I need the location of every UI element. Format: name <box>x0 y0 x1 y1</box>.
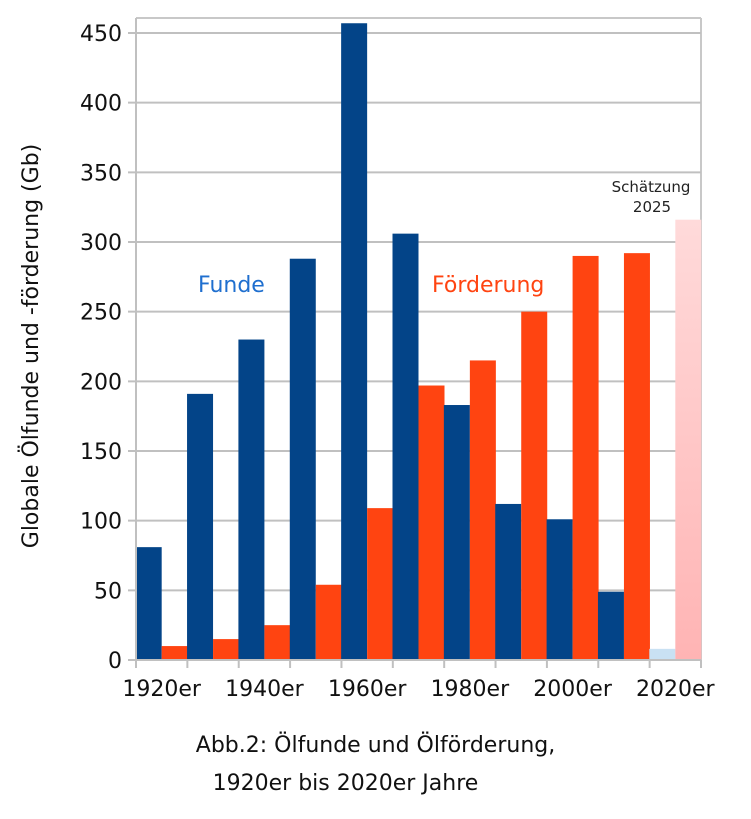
bar-foerderung-1950er <box>315 584 342 660</box>
figure-caption-title: Abb.2: Ölfunde und Ölförderung, <box>195 733 556 758</box>
bar-funde-2000er <box>546 519 573 660</box>
bar-funde-1920er <box>135 547 162 660</box>
bar-foerderung-2010er <box>623 253 650 660</box>
bar-funde-1970er <box>392 233 419 660</box>
y-tick-label: 100 <box>80 510 122 535</box>
x-tick-label: 2020er <box>636 677 716 702</box>
bar-foerderung-1970er <box>418 385 445 660</box>
bar-funde-2020er <box>649 648 676 660</box>
legend-funde-label: Funde <box>198 273 265 298</box>
estimate-annotation-line2: 2025 <box>633 198 671 216</box>
bar-funde-1930er <box>187 393 214 660</box>
bar-funde-1940er <box>238 339 265 660</box>
y-tick-label: 350 <box>80 161 122 186</box>
y-axis-label: Globale Ölfunde und -förderung (Gb) <box>18 144 44 548</box>
bar-funde-1950er <box>289 258 316 660</box>
y-tick-label: 300 <box>80 231 122 256</box>
y-tick-label: 200 <box>80 370 122 395</box>
bar-funde-1990er <box>495 503 522 660</box>
bar-foerderung-1920er <box>161 646 188 660</box>
bar-foerderung-2000er <box>572 255 599 660</box>
x-tick-label: 1940er <box>225 677 305 702</box>
bar-foerderung-1930er <box>213 639 240 660</box>
y-tick-label: 450 <box>80 22 122 47</box>
bar-foerderung-1990er <box>521 311 548 660</box>
bar-funde-1980er <box>443 405 470 660</box>
bar-foerderung-1960er <box>367 508 394 660</box>
legend-foerderung-label: Förderung <box>432 273 544 298</box>
bar-chart: 0 50 100 150 200 250 300 350 400 450 1920er 1940er… <box>18 17 716 702</box>
bar-foerderung-2020er <box>675 219 702 660</box>
bar-funde-2010er <box>597 591 624 660</box>
y-tick-label: 400 <box>80 92 122 117</box>
y-tick-labels: 0 50 100 150 200 250 300 350 400 450 <box>80 22 122 674</box>
y-tick-label: 250 <box>80 301 122 326</box>
y-tick-label: 50 <box>94 579 122 604</box>
x-tick-label: 1920er <box>122 677 202 702</box>
bar-foerderung-1980er <box>469 360 496 660</box>
bar-funde-1960er <box>341 23 368 661</box>
x-tick-label: 2000er <box>533 677 613 702</box>
bar-foerderung-1940er <box>264 625 291 660</box>
axes <box>135 18 702 668</box>
x-tick-label: 1980er <box>431 677 511 702</box>
estimate-annotation-line1: Schätzung <box>612 178 691 196</box>
figure-caption-subtitle: 1920er bis 2020er Jahre <box>212 771 479 796</box>
x-tick-labels: 1920er 1940er 1960er 1980er 2000er 2020er <box>122 677 715 702</box>
y-tick-label: 150 <box>80 440 122 465</box>
bars <box>135 23 702 661</box>
x-tick-label: 1960er <box>328 677 408 702</box>
y-tick-label: 0 <box>108 649 122 674</box>
